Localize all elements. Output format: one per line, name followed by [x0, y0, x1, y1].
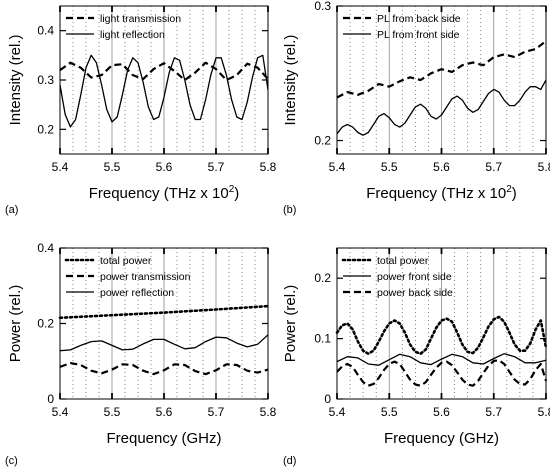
legend-entry: power transmission	[100, 271, 191, 283]
legend-entry: power reflection	[100, 287, 174, 299]
y-tick-label: 0.2	[37, 122, 54, 136]
series-line-pl-from-front-side	[336, 79, 547, 136]
series-line-total-power	[335, 315, 548, 355]
y-tick-label: 0.1	[314, 332, 331, 346]
x-tick-label: 5.8	[538, 160, 550, 174]
chart-panel-b: 5.4 5.5 5.6 5.7 5.8 0.2 0.3 Frequency (THz x 10…	[282, 0, 550, 216]
y-axis-label: Power (rel.)	[7, 285, 24, 363]
x-tick-label: 5.4	[329, 405, 346, 419]
y-tick-label: 0.4	[37, 24, 54, 38]
chart-panel-d: 5.4 5.5 5.6 5.7 5.8 0 0.1 0.2 Frequency (GHz) Pow…	[282, 247, 550, 467]
panel-label: (c)	[5, 455, 18, 467]
x-tick-label: 5.6	[156, 160, 173, 174]
chart-panel-c: 5.4 5.5 5.6 5.7 5.8 0 0.2 0.4 Frequency (GHz) Pow…	[5, 241, 277, 467]
x-tick-label: 5.5	[104, 160, 121, 174]
x-tick-label: 5.8	[260, 160, 277, 174]
legend-entry: light transmission	[100, 13, 181, 25]
x-tick-label: 5.4	[52, 405, 69, 419]
x-tick-label: 5.6	[433, 405, 450, 419]
series-line-power-transmission	[59, 362, 269, 376]
x-tick-label: 5.7	[485, 405, 502, 419]
x-axis-label-tail: )	[512, 185, 517, 202]
x-tick-label: 5.4	[329, 160, 346, 174]
y-tick-label: 0	[324, 392, 331, 406]
y-tick-label: 0.2	[314, 271, 331, 285]
x-tick-label: 5.8	[538, 405, 550, 419]
x-tick-label: 5.6	[156, 405, 173, 419]
x-tick-label: 5.7	[485, 160, 502, 174]
legend-entry: total power	[100, 255, 152, 267]
series-line-light-transmission	[59, 61, 269, 82]
y-tick-label: 0	[47, 392, 54, 406]
x-tick-label: 5.7	[208, 160, 225, 174]
x-axis-label-base: Frequency (THz x 10	[366, 185, 506, 202]
panel-label: (b)	[283, 204, 296, 216]
x-tick-label: 5.5	[381, 160, 398, 174]
x-axis-label: Frequency (THz x 102)	[89, 184, 240, 202]
x-axis-label-tail: )	[234, 185, 239, 202]
series-line-power-back-side	[336, 359, 548, 387]
x-tick-label: 5.6	[433, 160, 450, 174]
x-tick-label: 5.7	[208, 405, 225, 419]
legend-entry: PL from back side	[377, 13, 461, 25]
x-axis-label-superscript: 2	[506, 184, 512, 195]
panel-label: (a)	[5, 204, 18, 216]
x-tick-label: 5.8	[260, 405, 277, 419]
y-tick-label: 0.2	[37, 317, 54, 331]
series-line-light-reflection	[59, 54, 269, 128]
x-tick-label: 5.4	[52, 160, 69, 174]
x-axis-label: Frequency (GHz)	[384, 430, 499, 447]
x-tick-label: 5.5	[381, 405, 398, 419]
x-tick-label: 5.5	[104, 405, 121, 419]
y-axis-label: Power (rel.)	[282, 285, 299, 363]
legend-entry: power front side	[377, 271, 452, 283]
series-line-pl-from-back-side	[336, 40, 547, 99]
legend-entry: PL from front side	[377, 29, 460, 41]
x-axis-label: Frequency (THz x 102)	[366, 184, 517, 202]
x-axis-label-base: Frequency (THz x 10	[89, 185, 229, 202]
y-tick-label: 0.2	[314, 134, 331, 148]
chart-panel-a: 5.4 5.5 5.6 5.7 5.8 0.2 0.3 0.4 Frequency (THz x…	[5, 5, 277, 216]
panel-label: (d)	[283, 455, 296, 467]
legend-entry: total power	[377, 255, 429, 267]
y-axis-label: Intensity (rel.)	[7, 35, 24, 126]
y-tick-label: 0.3	[314, 0, 331, 13]
series-line-total-power	[58, 304, 270, 320]
legend-entry: power back side	[377, 287, 453, 299]
y-tick-label: 0.4	[37, 241, 54, 255]
x-axis-label-superscript: 2	[229, 184, 235, 195]
x-axis-label: Frequency (GHz)	[106, 430, 221, 447]
series-line-power-reflection	[59, 334, 269, 352]
legend-entry: light reflection	[100, 29, 165, 41]
y-tick-label: 0.3	[37, 73, 54, 87]
series-line-power-front-side	[336, 353, 547, 366]
y-axis-label: Intensity (rel.)	[282, 35, 299, 126]
